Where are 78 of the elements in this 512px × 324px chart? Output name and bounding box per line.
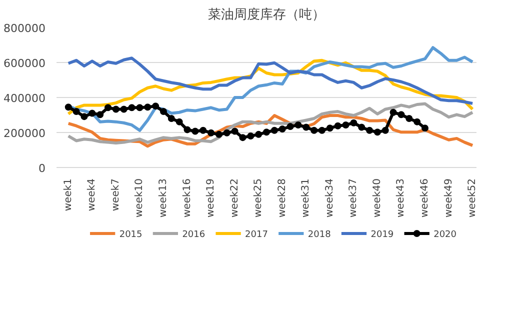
point <box>350 119 358 126</box>
chart-title: 菜油周度库存（吨） <box>208 6 325 22</box>
point <box>64 104 72 111</box>
point <box>390 108 397 116</box>
point <box>278 126 286 132</box>
x-tick-label: week10 <box>134 178 146 218</box>
point <box>255 130 262 138</box>
point <box>96 111 104 118</box>
y-tick-label: 600000 <box>4 57 46 70</box>
point <box>231 128 238 135</box>
point <box>310 126 318 134</box>
legend-label: 2020 <box>434 230 457 240</box>
point <box>342 121 350 128</box>
point <box>215 130 222 138</box>
point <box>104 104 112 112</box>
point <box>88 110 96 117</box>
legend-label: 2015 <box>119 230 142 240</box>
point <box>136 104 144 112</box>
point <box>414 118 421 126</box>
legend-label: 2019 <box>370 230 394 240</box>
x-tick-label: week49 <box>443 178 454 218</box>
x-tick-label: week19 <box>206 178 217 218</box>
point <box>239 134 246 142</box>
point <box>294 121 302 128</box>
x-tick-label: week22 <box>229 178 240 218</box>
x-tick-label: week4 <box>86 178 98 212</box>
point <box>318 126 326 134</box>
x-tick-label: week52 <box>467 178 478 218</box>
point <box>334 122 342 130</box>
line-series <box>66 102 474 144</box>
x-tick-label: week37 <box>348 178 360 218</box>
point <box>263 128 270 136</box>
point <box>406 115 413 122</box>
x-tick-label: week31 <box>300 178 312 218</box>
point <box>184 126 191 134</box>
point <box>72 108 80 115</box>
legend-label: 2017 <box>245 230 268 240</box>
x-tick-label: week13 <box>158 178 169 218</box>
point <box>152 102 160 110</box>
x-tick-label: week28 <box>276 178 288 218</box>
point <box>208 129 215 136</box>
point <box>358 124 366 131</box>
x-tick-label: week25 <box>253 178 264 218</box>
point <box>192 128 199 135</box>
legend-label: 2016 <box>182 230 206 240</box>
point <box>270 126 278 134</box>
x-tick-label: week46 <box>419 178 430 218</box>
x-tick-label: week43 <box>396 178 407 218</box>
point <box>176 118 183 126</box>
point <box>247 132 254 140</box>
legend-label: 2018 <box>308 230 332 240</box>
x-tick-label: week7 <box>110 178 122 212</box>
point <box>120 106 128 113</box>
point <box>421 124 428 132</box>
point <box>326 124 334 132</box>
line-series <box>66 56 474 105</box>
point <box>382 126 389 134</box>
point <box>286 123 294 130</box>
point <box>168 115 175 122</box>
y-tick-label: 0 <box>38 162 46 175</box>
point <box>302 124 310 131</box>
point <box>223 129 230 136</box>
point <box>80 113 88 120</box>
y-tick-label: 800000 <box>4 22 46 35</box>
point <box>366 126 374 134</box>
point <box>112 106 120 113</box>
x-tick-label: week34 <box>324 178 336 218</box>
point <box>374 128 381 136</box>
point <box>398 111 405 118</box>
point <box>160 108 167 115</box>
y-tick-label: 200000 <box>4 127 46 140</box>
x-tick-label: week1 <box>62 178 74 212</box>
x-tick-label: week40 <box>372 178 383 218</box>
point <box>128 104 136 112</box>
point <box>144 104 152 111</box>
point <box>200 126 207 134</box>
x-tick-label: week16 <box>182 178 193 218</box>
y-tick-label: 400000 <box>4 92 46 105</box>
